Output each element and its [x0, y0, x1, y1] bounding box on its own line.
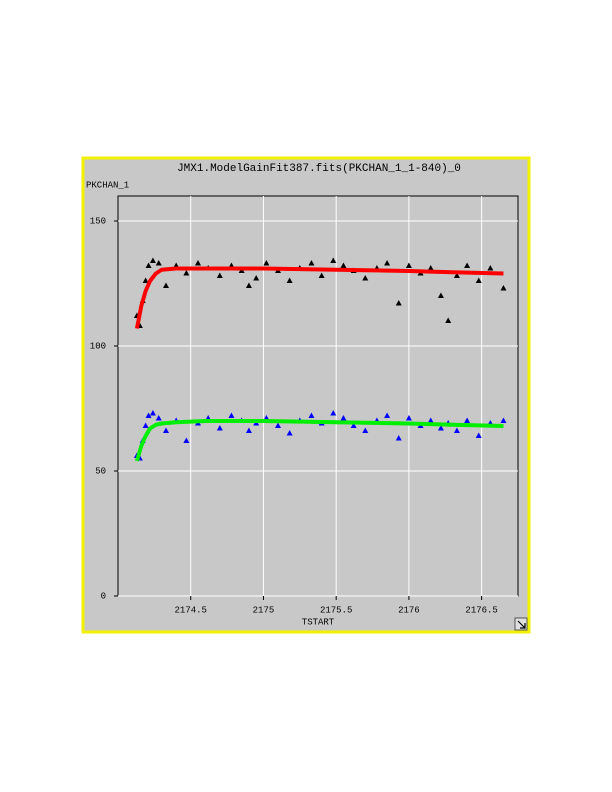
data-point — [340, 415, 347, 421]
y-axis-label: PKCHAN_1 — [86, 180, 129, 190]
x-tick-label: 2176.5 — [465, 605, 497, 615]
data-point — [216, 425, 223, 431]
data-point — [405, 415, 412, 421]
data-point — [453, 427, 460, 433]
data-point — [318, 272, 325, 278]
data-point — [183, 437, 190, 443]
data-point — [384, 260, 391, 266]
data-point — [427, 417, 434, 423]
data-point — [253, 275, 260, 281]
y-tick-label: 0 — [101, 591, 106, 601]
resize-icon[interactable] — [514, 617, 528, 631]
data-point — [362, 427, 369, 433]
data-point — [362, 275, 369, 281]
data-point — [183, 270, 190, 276]
data-point — [427, 265, 434, 271]
data-point — [395, 300, 402, 306]
data-point — [216, 272, 223, 278]
data-point — [350, 422, 357, 428]
data-point — [163, 282, 169, 288]
data-point — [245, 282, 252, 288]
y-tick-label: 50 — [95, 466, 106, 476]
data-point — [308, 412, 315, 418]
data-point — [445, 317, 452, 323]
chart-title: JMX1.ModelGainFit387.fits(PKCHAN_1_1-840… — [177, 163, 461, 175]
x-tick-label: 2174.5 — [175, 605, 207, 615]
data-point — [142, 422, 149, 428]
data-point — [475, 277, 482, 283]
data-point — [286, 277, 293, 283]
data-point — [142, 277, 149, 283]
data-point — [405, 262, 412, 268]
data-point — [464, 417, 471, 423]
data-point — [395, 435, 402, 441]
data-point — [149, 410, 156, 416]
data-point — [500, 417, 507, 423]
data-point — [384, 412, 391, 418]
data-point — [155, 415, 162, 421]
data-point — [464, 262, 471, 268]
data-point — [263, 260, 270, 266]
data-point — [155, 260, 162, 266]
x-tick-label: 2175 — [253, 605, 275, 615]
data-point — [286, 430, 293, 436]
data-point — [163, 427, 169, 433]
fit-line — [134, 419, 504, 462]
data-point — [245, 427, 252, 433]
x-tick-label: 2175.5 — [320, 605, 352, 615]
data-point — [475, 432, 482, 438]
data-point — [228, 412, 235, 418]
data-point — [437, 292, 444, 298]
data-point — [275, 422, 281, 428]
plot-area — [117, 195, 519, 597]
data-point — [330, 257, 337, 263]
data-point — [453, 272, 460, 278]
data-point — [330, 410, 337, 416]
data-point — [437, 425, 444, 431]
x-axis-label: TSTART — [302, 617, 335, 627]
data-point — [340, 262, 347, 268]
y-tick-label: 150 — [90, 216, 106, 226]
x-tick-label: 2176 — [398, 605, 420, 615]
fit-line — [134, 266, 504, 329]
data-point — [487, 265, 494, 271]
resize-arrow[interactable] — [517, 620, 526, 629]
data-point — [145, 412, 152, 418]
data-point — [145, 262, 152, 268]
data-point — [308, 260, 315, 266]
data-point — [149, 257, 156, 263]
y-tick-label: 100 — [90, 341, 106, 351]
data-point — [500, 285, 507, 291]
data-point — [195, 260, 201, 266]
